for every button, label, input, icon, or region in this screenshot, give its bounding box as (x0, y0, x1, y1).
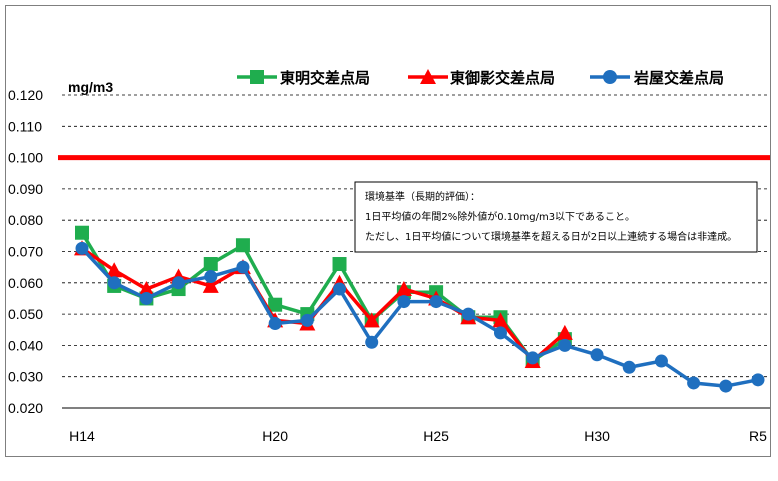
legend-label-series-2: 東御影交差点局 (450, 69, 555, 87)
legend-item-series-2: 東御影交差点局 (408, 69, 555, 87)
data-point (300, 313, 314, 327)
note-box-border (354, 181, 758, 253)
x-axis-ticks: H14 H20 H25 H30 R5 (69, 428, 767, 444)
data-point (622, 360, 636, 374)
data-point (687, 376, 701, 390)
data-point (590, 348, 604, 362)
data-point (268, 297, 283, 312)
legend-square-marker (250, 70, 264, 84)
data-point (492, 312, 509, 328)
data-point (138, 281, 155, 297)
data-point (107, 276, 121, 290)
legend-circle-marker (603, 70, 617, 84)
data-point (75, 241, 89, 255)
y-tick-label: 0.020 (8, 400, 43, 416)
series-line (80, 247, 759, 388)
y-tick-label: 0.110 (8, 118, 42, 134)
data-point (429, 295, 443, 309)
data-point (268, 316, 282, 330)
x-tick-label: H25 (423, 428, 449, 444)
data-point (332, 257, 347, 272)
legend-label-series-1: 東明交差点局 (280, 69, 370, 87)
data-point (365, 335, 379, 349)
x-tick-label: H20 (262, 428, 288, 444)
note-line-1: 環境基準（長期的評価）： (365, 190, 480, 203)
legend-label-series-3: 岩屋交差点局 (633, 69, 724, 87)
data-point (106, 262, 123, 278)
y-tick-label: 0.080 (8, 212, 43, 228)
y-axis-unit-label: mg/m3 (68, 79, 113, 95)
y-tick-label: 0.120 (8, 87, 43, 103)
y-tick-label: 0.060 (8, 275, 43, 291)
data-point (204, 270, 218, 284)
y-tick-label: 0.050 (8, 306, 43, 322)
y-tick-label: 0.040 (8, 337, 43, 353)
data-point (75, 225, 89, 240)
data-point (333, 282, 347, 296)
data-point (236, 260, 250, 274)
data-point (719, 379, 733, 393)
data-point (395, 281, 412, 297)
legend-triangle-marker (420, 69, 436, 84)
data-point (526, 351, 540, 365)
y-tick-label: 0.030 (8, 369, 43, 385)
data-point (461, 307, 475, 321)
data-point (654, 354, 668, 368)
note-box: 環境基準（長期的評価）： 1日平均値の年間2%除外値が0.10mg/m3以下であ… (354, 181, 758, 253)
y-tick-label: 0.070 (8, 244, 43, 260)
legend: 東明交差点局 東御影交差点局 岩屋交差点局 (237, 69, 724, 87)
data-point (493, 326, 507, 340)
data-point (202, 277, 219, 293)
y-tick-label: 0.090 (8, 181, 43, 197)
data-point (363, 312, 380, 328)
data-point (235, 238, 250, 253)
data-point (751, 373, 765, 387)
data-point (397, 295, 411, 309)
legend-item-series-3: 岩屋交差点局 (590, 69, 724, 87)
note-line-2: 1日平均値の年間2%除外値が0.10mg/m3以下であること。 (365, 210, 635, 223)
series-3 (75, 241, 765, 393)
legend-item-series-1: 東明交差点局 (237, 69, 370, 87)
data-point (203, 257, 218, 272)
data-point (172, 276, 186, 290)
note-line-3: ただし、1日平均値について環境基準を超える日が2日以上連続する場合は非達成。 (365, 230, 737, 243)
data-point (558, 338, 572, 352)
data-series (74, 225, 765, 393)
y-axis-ticks: 0.120 0.110 0.100 0.090 0.080 0.070 0.060 0.050… (8, 87, 43, 416)
y-tick-label: 0.100 (8, 150, 43, 166)
x-tick-label: H14 (69, 428, 95, 444)
data-point (556, 324, 573, 340)
x-tick-label: H30 (584, 428, 610, 444)
x-tick-label: R5 (749, 428, 767, 444)
data-point (139, 291, 153, 305)
